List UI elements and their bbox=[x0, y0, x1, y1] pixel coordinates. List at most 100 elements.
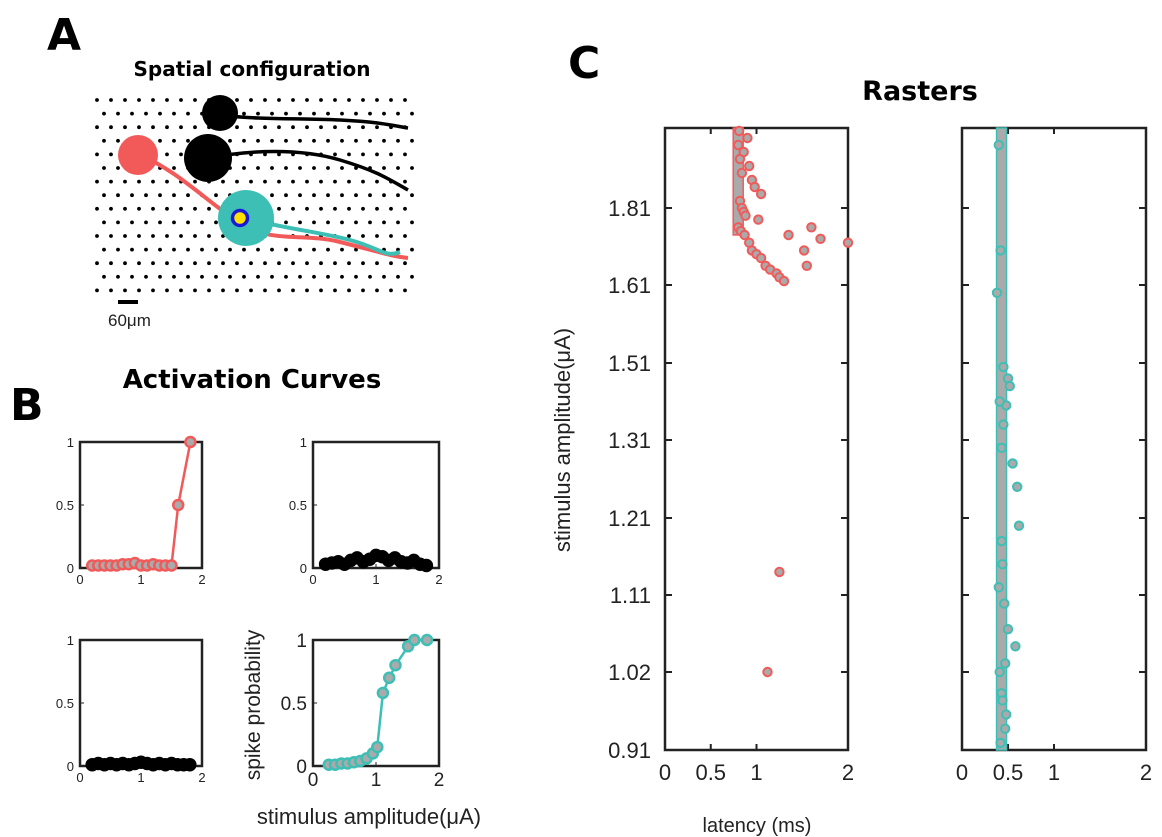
electrode-dot bbox=[137, 206, 141, 211]
electrode-dot bbox=[102, 274, 106, 279]
scale-bar-label: 60μm bbox=[108, 311, 151, 330]
spike-probability-label: spike probability bbox=[242, 629, 265, 780]
electrode-dot bbox=[256, 138, 260, 143]
electrode-dot bbox=[109, 234, 113, 238]
electrode-dot bbox=[361, 179, 365, 184]
electrode-dot bbox=[347, 206, 351, 211]
electrode-dot bbox=[340, 111, 344, 116]
electrode-dot bbox=[361, 152, 365, 157]
spike-point bbox=[993, 582, 1004, 593]
spike-point bbox=[755, 188, 767, 200]
electrode-dot bbox=[130, 274, 134, 279]
electrode-dot bbox=[319, 206, 323, 211]
electrode-dot bbox=[305, 179, 309, 184]
electrode-dot bbox=[109, 125, 113, 130]
y-tick-label: 1.61 bbox=[608, 273, 651, 298]
axon-black-1 bbox=[219, 113, 409, 130]
electrode-dot bbox=[123, 179, 127, 184]
electrode-dot bbox=[312, 274, 316, 279]
electrode-dot bbox=[102, 111, 106, 116]
x-tick-label: 1 bbox=[137, 572, 144, 587]
y-tick-label: 1.31 bbox=[608, 428, 651, 453]
electrode-dot bbox=[137, 261, 141, 266]
electrode-dot bbox=[144, 193, 148, 198]
electrode-dot bbox=[256, 274, 260, 279]
electrode-dot bbox=[179, 152, 183, 157]
electrode-dot bbox=[277, 125, 281, 130]
electrode-dot bbox=[95, 125, 99, 130]
electrode-dot bbox=[109, 152, 113, 157]
x-tick-label: 1 bbox=[1048, 760, 1060, 785]
spike-point bbox=[744, 160, 755, 172]
spike-point bbox=[995, 737, 1006, 749]
x-tick-label: 0 bbox=[309, 572, 316, 587]
spike-point bbox=[1001, 709, 1012, 720]
spike-column bbox=[995, 127, 1008, 751]
electrode-dot bbox=[193, 288, 197, 293]
electrode-dot bbox=[144, 274, 148, 279]
electrode-dot bbox=[165, 261, 169, 266]
electrode-dot bbox=[277, 206, 281, 211]
activation-point bbox=[382, 671, 396, 685]
electrode-dot bbox=[326, 274, 330, 279]
panel-letter-a: A bbox=[47, 10, 81, 61]
electrode-dot bbox=[340, 138, 344, 143]
electrode-dot bbox=[319, 125, 323, 130]
electrode-dot bbox=[263, 98, 267, 102]
electrode-dot bbox=[270, 166, 274, 170]
electrode-dot bbox=[214, 274, 218, 279]
panel-letter-c: C bbox=[568, 38, 600, 89]
electrode-dot bbox=[193, 261, 197, 266]
electrode-dot bbox=[256, 166, 260, 170]
x-tick-label: 1 bbox=[137, 770, 144, 785]
electrode-dot bbox=[389, 98, 393, 102]
spike-point bbox=[998, 361, 1009, 373]
spike-point bbox=[806, 222, 817, 233]
electrode-dot bbox=[193, 206, 197, 211]
electrode-dot bbox=[347, 234, 351, 238]
electrode-dot bbox=[263, 152, 267, 157]
panel-letter-b: B bbox=[10, 380, 44, 431]
electrode-dot bbox=[95, 261, 99, 266]
electrode-dot bbox=[137, 234, 141, 238]
electrode-dot bbox=[158, 111, 162, 116]
activation-point bbox=[165, 559, 178, 572]
electrode-dot bbox=[158, 193, 162, 198]
spike-point bbox=[1007, 458, 1018, 469]
electrode-dot bbox=[249, 179, 253, 184]
x-tick-label: 0.5 bbox=[993, 760, 1024, 785]
electrode-dot bbox=[382, 111, 386, 116]
electrode-dot bbox=[151, 261, 155, 266]
electrode-dot bbox=[389, 152, 393, 157]
electrode-dot bbox=[312, 193, 316, 198]
electrode-dot bbox=[347, 261, 351, 266]
x-tick-label: 2 bbox=[198, 770, 205, 785]
activation-point bbox=[371, 740, 384, 754]
raster-ylabel: stimulus amplitude(μA) bbox=[550, 328, 575, 552]
electrode-dot bbox=[333, 98, 337, 102]
y-tick-label: 1.11 bbox=[610, 583, 651, 608]
electrode-dot bbox=[298, 111, 302, 116]
electrode-dot bbox=[214, 220, 218, 225]
electrode-dot bbox=[375, 152, 379, 157]
electrode-dot bbox=[312, 220, 316, 225]
electrode-dot bbox=[291, 125, 295, 130]
electrode-dot bbox=[193, 125, 197, 130]
electrode-dot bbox=[116, 193, 120, 198]
electrode-dot bbox=[326, 138, 330, 143]
electrode-dot bbox=[284, 247, 288, 252]
electrode-dot bbox=[256, 247, 260, 252]
electrode-dot bbox=[95, 288, 99, 293]
electrode-dot bbox=[249, 125, 253, 130]
electrode-dot bbox=[333, 152, 337, 157]
electrode-dot bbox=[270, 193, 274, 198]
x-tick-label: 2 bbox=[434, 770, 445, 791]
electrode-dot bbox=[221, 179, 225, 184]
soma-black-1 bbox=[202, 95, 238, 131]
electrode-dot bbox=[305, 261, 309, 266]
electrode-dot bbox=[305, 125, 309, 130]
electrode-dot bbox=[193, 98, 197, 102]
electrode-dot bbox=[179, 125, 183, 130]
electrode-dot bbox=[354, 111, 358, 116]
electrode-dot bbox=[312, 111, 316, 116]
